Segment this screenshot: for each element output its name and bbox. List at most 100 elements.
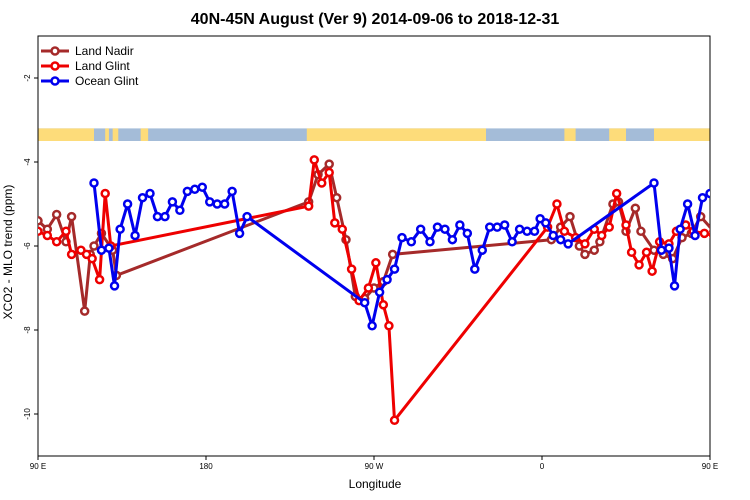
data-point <box>324 159 334 169</box>
data-point <box>746 247 750 254</box>
data-point <box>227 186 237 197</box>
data-point <box>66 211 77 222</box>
legend-marker <box>50 46 60 56</box>
data-point <box>580 239 590 249</box>
data-point <box>337 224 348 234</box>
data-point <box>234 228 245 239</box>
data-point <box>389 415 400 426</box>
data-point <box>548 230 558 241</box>
legend-label: Land Nadir <box>75 44 134 58</box>
y-tick-label: -2 <box>23 74 32 82</box>
data-point <box>447 234 458 245</box>
data-point <box>346 264 357 274</box>
data-point <box>484 222 495 232</box>
legend-label: Land Glint <box>75 59 130 73</box>
data-point <box>425 237 435 247</box>
x-axis-label: Longitude <box>349 477 402 491</box>
data-point <box>96 245 107 255</box>
data-point <box>552 199 562 209</box>
data-point <box>316 178 327 188</box>
legend-label: Ocean Glint <box>75 74 139 88</box>
data-point <box>718 222 725 229</box>
land-segment <box>306 128 486 141</box>
data-point <box>656 245 667 255</box>
data-point <box>636 226 646 237</box>
y-axis: -2 -4 -6 -8 -10 <box>23 74 38 420</box>
y-tick-label: -8 <box>23 326 32 334</box>
data-point <box>604 222 614 232</box>
y-axis-label: XCO2 - MLO trend (ppm) <box>1 185 15 320</box>
data-point <box>514 224 525 234</box>
data-point <box>432 222 443 232</box>
data-point <box>563 239 573 249</box>
series-ocean-glint <box>89 178 728 331</box>
data-point <box>406 237 417 247</box>
data-point <box>389 264 400 274</box>
y-tick-label: -10 <box>23 408 32 420</box>
data-point <box>152 211 163 222</box>
land-segment <box>112 128 119 141</box>
data-point <box>94 274 105 285</box>
data-point <box>109 281 120 291</box>
data-point <box>565 211 575 222</box>
data-point <box>708 228 710 235</box>
data-point <box>79 306 90 316</box>
data-point <box>371 258 381 268</box>
data-point <box>664 243 674 253</box>
data-point <box>540 218 551 228</box>
data-point <box>621 220 631 230</box>
data-point <box>462 228 473 239</box>
data-point <box>359 297 370 308</box>
legend-item: Ocean Glint <box>41 74 139 88</box>
data-point <box>690 230 700 241</box>
land-segment <box>609 128 626 141</box>
data-point <box>499 220 510 230</box>
data-point <box>649 178 659 188</box>
data-point <box>682 199 693 209</box>
legend-marker <box>50 76 60 86</box>
series-line <box>38 158 710 422</box>
data-point <box>42 230 53 241</box>
data-point <box>559 226 570 237</box>
data-point <box>721 215 728 222</box>
data-point <box>66 249 77 260</box>
data-point <box>387 249 398 260</box>
land-segment <box>140 128 149 141</box>
data-point <box>190 184 200 195</box>
data-point <box>363 283 374 293</box>
data-point <box>38 226 43 237</box>
plot-frame <box>37 35 711 457</box>
data-point <box>303 201 314 211</box>
data-point <box>367 321 377 331</box>
data-point <box>309 155 320 165</box>
data-point <box>708 232 710 239</box>
data-point <box>197 182 208 192</box>
data-point <box>507 237 517 247</box>
data-point <box>415 224 426 234</box>
data-point <box>175 205 185 216</box>
x-tick-label: 180 <box>199 462 213 471</box>
x-tick-label: 90 E <box>702 462 718 471</box>
data-point <box>61 226 71 237</box>
data-point <box>727 230 734 237</box>
y-tick-label: -4 <box>23 158 32 166</box>
data-point <box>397 232 407 243</box>
data-point <box>160 211 170 222</box>
data-point <box>675 224 685 234</box>
data-point <box>705 188 710 199</box>
series-layer <box>38 155 750 426</box>
data-point <box>611 188 622 199</box>
land-segment <box>654 128 710 141</box>
land-segment <box>38 128 94 141</box>
land-segment <box>564 128 576 141</box>
data-point <box>714 213 721 220</box>
data-point <box>736 245 743 252</box>
x-axis: 90 E 180 90 W 0 90 E <box>30 456 718 471</box>
data-point <box>104 243 114 253</box>
series-line <box>38 162 710 313</box>
data-point <box>374 287 385 297</box>
data-point <box>699 228 710 239</box>
data-point <box>492 222 502 232</box>
data-point <box>122 199 133 209</box>
